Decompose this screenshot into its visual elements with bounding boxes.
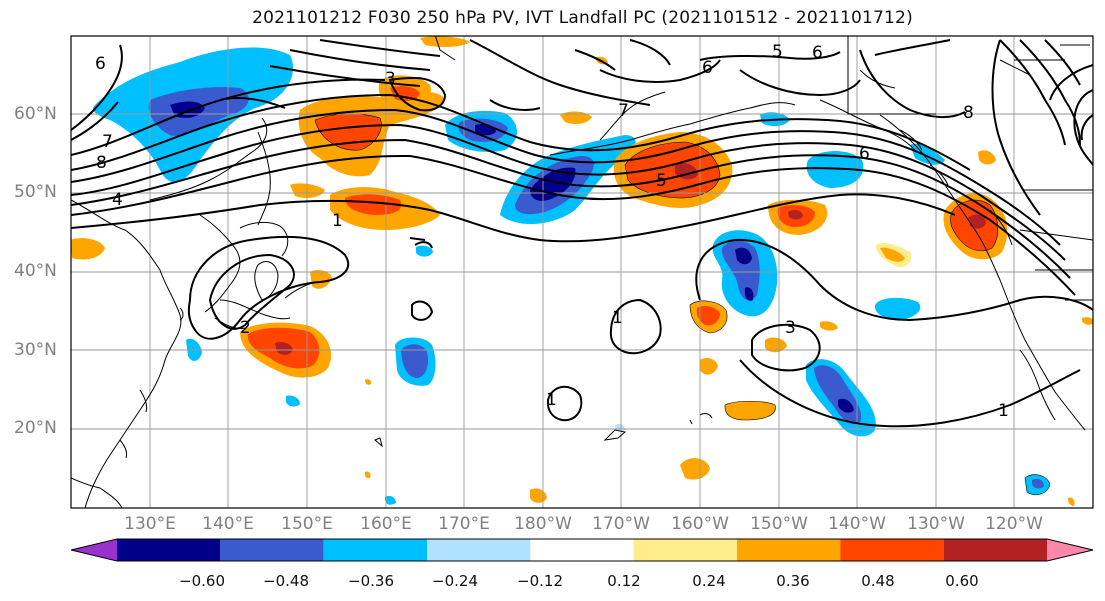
colorbar-outline (70, 538, 1094, 562)
lat-label: 40°N (14, 261, 57, 281)
contour-label: 7 (618, 101, 629, 121)
colorbar-segment (737, 539, 841, 561)
contour-label: 1 (546, 390, 557, 410)
colorbar-tick-label: 0.24 (692, 572, 726, 590)
lon-label: 160°W (671, 514, 729, 534)
colorbar-tick-label: 0.36 (776, 572, 810, 590)
lat-label: 60°N (14, 104, 57, 124)
contour-label: 1 (998, 401, 1009, 421)
contour-label: 3 (785, 318, 796, 338)
pv-anomaly-fields: 6 7 8 4 3 1 2 5 6 6 6 1 1 3 1 7 8 5 (71, 36, 1093, 508)
lat-label: 50°N (14, 182, 57, 202)
colorbar-segment (633, 539, 737, 561)
colorbar-segment (1047, 539, 1093, 561)
colorbar-tick-label: −0.12 (517, 572, 563, 590)
contour-label: 5 (772, 42, 783, 62)
contour-label: 6 (859, 144, 870, 164)
contour-label: 1 (612, 308, 623, 328)
lon-label: 140°W (828, 514, 886, 534)
graticule (71, 36, 1093, 508)
contour-label: 6 (702, 58, 713, 78)
colorbar-tick-label: 0.48 (861, 572, 895, 590)
colorbar-segment (840, 539, 944, 561)
colorbar-tick-label: −0.24 (432, 572, 478, 590)
colorbar-segment (530, 539, 634, 561)
contour-label: 6 (812, 43, 823, 63)
colorbar (70, 538, 1094, 562)
colorbar-tick-label: 0.60 (945, 572, 979, 590)
contour-labels: 6 7 8 4 3 1 2 5 6 6 6 1 1 3 1 7 8 5 (95, 42, 1009, 421)
contour-label: 5 (656, 171, 667, 191)
lon-label: 170°E (438, 514, 490, 534)
contour-label: 2 (240, 318, 251, 338)
contour-label: 4 (112, 190, 123, 210)
contour-label: 8 (96, 153, 107, 173)
lon-label: 140°E (202, 514, 254, 534)
lon-label: 130°E (124, 514, 176, 534)
lat-label: 30°N (14, 340, 57, 360)
colorbar-tick-label: −0.48 (263, 572, 309, 590)
colorbar-tick-label: 0.12 (607, 572, 641, 590)
colorbar-segment (323, 539, 427, 561)
lon-label: 170°W (592, 514, 650, 534)
map-frame (70, 35, 1094, 509)
lat-label: 20°N (14, 418, 57, 438)
contour-label: 3 (385, 69, 396, 89)
pv-contours (71, 39, 1093, 428)
colorbar-tick-label: −0.36 (348, 572, 394, 590)
lon-label: 160°E (360, 514, 412, 534)
coastlines (71, 36, 1093, 508)
colorbar-segment (943, 539, 1047, 561)
map-title: 2021101212 F030 250 hPa PV, IVT Landfall… (252, 8, 913, 28)
lon-label: 130°W (907, 514, 965, 534)
lon-label: 120°W (985, 514, 1043, 534)
contour-label: 8 (963, 103, 974, 123)
colorbar-tick-label: −0.60 (179, 572, 225, 590)
colorbar-segment (427, 539, 531, 561)
colorbar-segment (71, 539, 117, 561)
lon-label: 150°W (750, 514, 808, 534)
lon-label: 150°E (281, 514, 333, 534)
contour-label: 1 (332, 211, 343, 231)
lon-label: 180°W (514, 514, 572, 534)
colorbar-segment (220, 539, 324, 561)
contour-label: 7 (102, 132, 113, 152)
contour-label: 6 (95, 54, 106, 74)
colorbar-segment (117, 539, 221, 561)
